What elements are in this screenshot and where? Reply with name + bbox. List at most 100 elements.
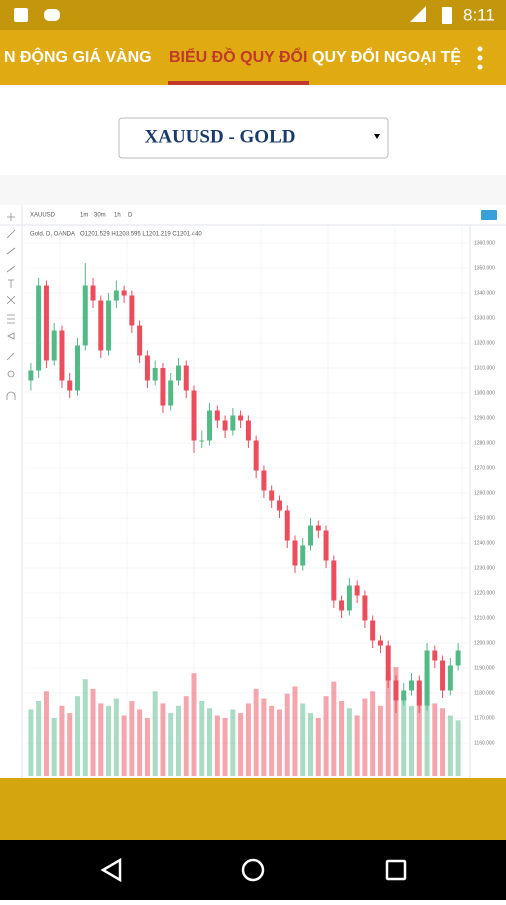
volume-bar bbox=[106, 705, 112, 776]
candle-body bbox=[222, 420, 228, 431]
candle-body bbox=[137, 325, 143, 356]
volume-bar bbox=[339, 700, 345, 776]
candle-body bbox=[370, 620, 376, 641]
y-tick-label: 1240.000 bbox=[474, 540, 495, 546]
tab-indicator bbox=[168, 81, 309, 85]
volume-bar bbox=[183, 696, 189, 776]
signal-icon bbox=[410, 6, 426, 22]
candle-body bbox=[90, 285, 96, 301]
volume-bar bbox=[230, 709, 236, 776]
candle-body bbox=[292, 540, 298, 566]
chart-widget bbox=[0, 205, 506, 778]
volume-bar bbox=[315, 717, 321, 776]
tab[interactable]: QUY ĐỔI NGOẠI TỆ bbox=[312, 47, 461, 66]
interval[interactable]: D bbox=[128, 213, 133, 219]
volume-bar bbox=[43, 691, 49, 776]
tab-bar bbox=[0, 30, 506, 85]
volume-bar bbox=[261, 698, 267, 776]
candle-body bbox=[401, 690, 407, 701]
status-icon bbox=[44, 9, 60, 21]
volume-bar bbox=[300, 703, 306, 776]
y-tick-label: 1200.000 bbox=[474, 640, 495, 646]
status-time: 8:11 bbox=[463, 5, 495, 24]
y-tick-label: 1280.000 bbox=[474, 440, 495, 446]
candle-body bbox=[230, 415, 236, 431]
volume-bar bbox=[354, 715, 360, 776]
screenshot-button[interactable] bbox=[481, 210, 497, 220]
candle-body bbox=[36, 285, 42, 371]
volume-bar bbox=[292, 686, 298, 776]
side-tools[interactable] bbox=[6, 213, 16, 400]
y-tick-label: 1310.000 bbox=[474, 365, 495, 371]
ohlc-legend: O1201.529 H1208.595 L1201.219 C1201.440 bbox=[80, 232, 202, 238]
interval[interactable]: 30m bbox=[94, 213, 106, 219]
home-button[interactable] bbox=[241, 858, 265, 882]
candle-body bbox=[315, 525, 321, 531]
candle-body bbox=[214, 410, 220, 421]
interval[interactable]: 1m bbox=[80, 213, 88, 219]
y-tick-label: 1290.000 bbox=[474, 415, 495, 421]
candle-body bbox=[129, 295, 135, 326]
candle-body bbox=[354, 585, 360, 596]
status-bar bbox=[0, 0, 506, 30]
tab[interactable]: BIỂU ĐỒ QUY ĐỔI bbox=[169, 47, 307, 66]
candle-body bbox=[74, 345, 80, 391]
volume-bar bbox=[144, 717, 150, 776]
volume-bar bbox=[269, 705, 275, 776]
candle-body bbox=[238, 415, 244, 421]
volume-bar bbox=[432, 703, 438, 776]
overflow-menu[interactable] bbox=[477, 46, 483, 70]
candle-body bbox=[269, 490, 275, 501]
volume-bar bbox=[113, 698, 119, 776]
bottom-bar bbox=[0, 778, 506, 840]
y-tick-label: 1320.000 bbox=[474, 340, 495, 346]
volume-bar bbox=[59, 705, 65, 776]
candle-body bbox=[424, 650, 430, 706]
volume-bar bbox=[82, 679, 88, 776]
y-tick-label: 1250.000 bbox=[474, 515, 495, 521]
y-tick-label: 1160.000 bbox=[474, 740, 495, 746]
candle-body bbox=[253, 440, 259, 471]
candle-body bbox=[160, 368, 166, 406]
symbol[interactable]: XAUUSD bbox=[30, 213, 56, 219]
volume-bar bbox=[199, 700, 205, 776]
y-tick-label: 1260.000 bbox=[474, 490, 495, 496]
back-button[interactable] bbox=[100, 857, 122, 883]
volume-bar bbox=[121, 715, 127, 776]
y-tick-label: 1230.000 bbox=[474, 565, 495, 571]
volume-bar bbox=[362, 698, 368, 776]
volume-bar bbox=[90, 688, 96, 776]
volume-bar bbox=[168, 713, 174, 776]
volume-bar bbox=[160, 703, 166, 776]
y-tick-label: 1180.000 bbox=[474, 690, 495, 696]
tab[interactable]: N ĐỘNG GIÁ VÀNG bbox=[4, 47, 152, 66]
dropdown[interactable] bbox=[118, 117, 389, 159]
volume-bar bbox=[152, 691, 158, 776]
interval[interactable]: 1h bbox=[114, 213, 121, 219]
volume-bar bbox=[276, 709, 282, 776]
nav-bar bbox=[0, 840, 506, 900]
dropdown-arrow bbox=[374, 134, 380, 139]
candle-body bbox=[308, 525, 314, 546]
candle-body bbox=[261, 470, 267, 491]
volume-bar bbox=[129, 700, 135, 776]
volume-bar bbox=[455, 720, 461, 776]
dropdown-value: XAUUSD - GOLD bbox=[145, 126, 296, 147]
volume-bar bbox=[51, 717, 57, 776]
candle-body bbox=[28, 370, 34, 381]
volume-bar bbox=[440, 708, 446, 776]
recents-button[interactable] bbox=[385, 859, 407, 881]
volume-bar bbox=[331, 681, 337, 776]
candle-body bbox=[284, 510, 290, 541]
candle-body bbox=[82, 285, 88, 346]
y-tick-label: 1270.000 bbox=[474, 465, 495, 471]
y-tick-label: 1220.000 bbox=[474, 590, 495, 596]
candle-body bbox=[393, 680, 399, 701]
volume-bar bbox=[74, 696, 80, 776]
volume-bar bbox=[416, 688, 422, 776]
candle-body bbox=[245, 420, 251, 441]
volume-bar bbox=[284, 693, 290, 776]
candle-body bbox=[377, 640, 383, 646]
